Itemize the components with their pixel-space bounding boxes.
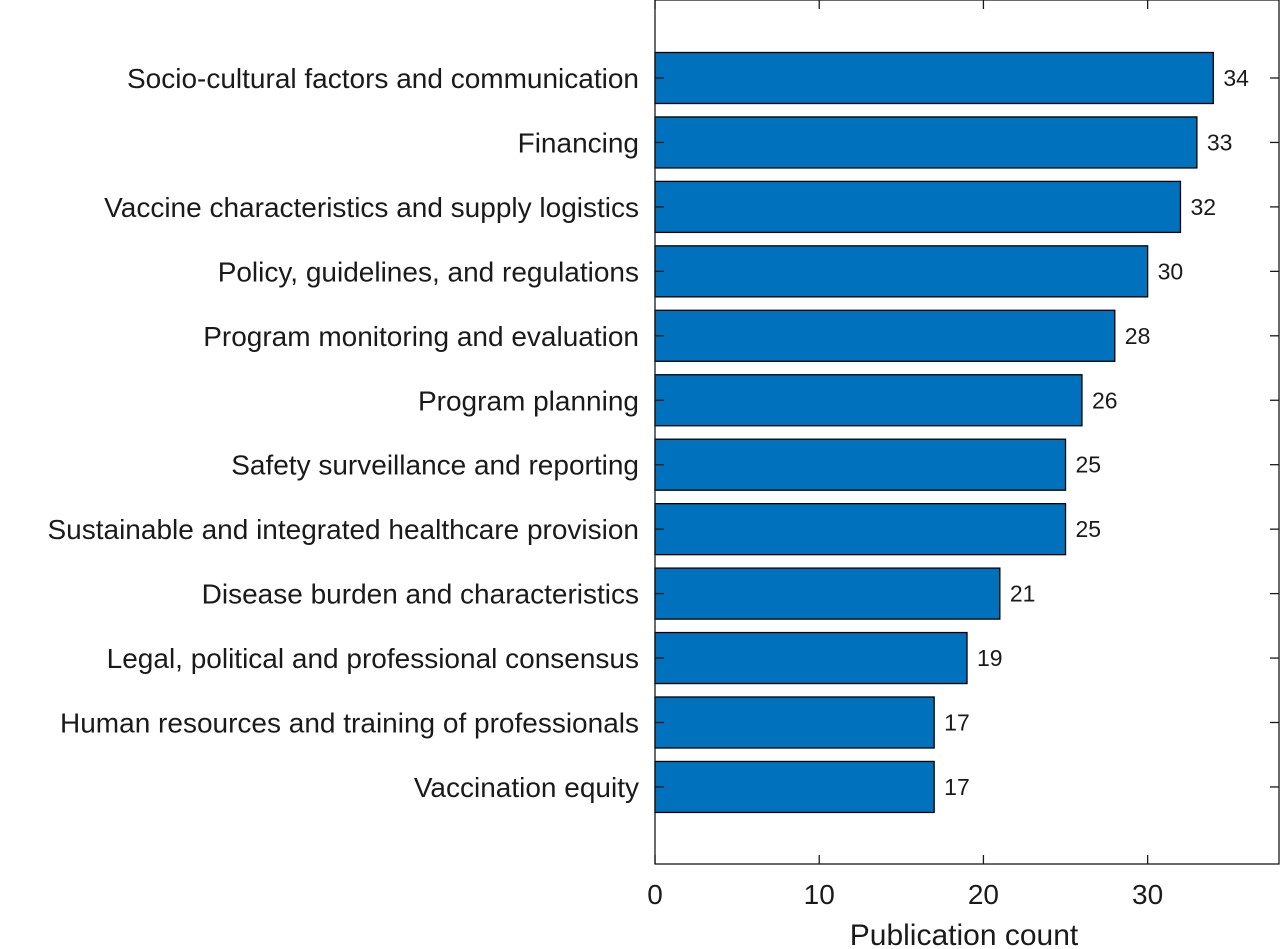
x-tick-label: 20 <box>968 879 999 910</box>
category-label: Socio-cultural factors and communication <box>127 63 639 94</box>
category-label: Safety surveillance and reporting <box>231 450 639 481</box>
category-label: Program monitoring and evaluation <box>203 321 639 352</box>
bar <box>654 180 1182 234</box>
bar-value-label: 25 <box>1076 452 1102 478</box>
bar <box>654 51 1214 105</box>
x-tick-label: 10 <box>804 879 835 910</box>
bar-value-label: 17 <box>944 774 970 800</box>
bar-value-label: 21 <box>1010 581 1036 607</box>
category-label: Disease burden and characteristics <box>202 579 639 610</box>
x-tick-label: 30 <box>1132 879 1163 910</box>
plot-frame <box>654 0 1280 865</box>
bar-value-label: 34 <box>1223 65 1249 91</box>
bar-value-label: 25 <box>1076 516 1102 542</box>
category-label: Vaccine characteristics and supply logis… <box>104 192 639 223</box>
category-label: Sustainable and integrated healthcare pr… <box>47 514 639 545</box>
category-label: Legal, political and professional consen… <box>107 643 639 674</box>
bar <box>654 438 1067 491</box>
category-label: Financing <box>518 127 639 158</box>
bar <box>654 760 935 814</box>
bar <box>654 245 1149 298</box>
bar-value-label: 17 <box>944 710 970 736</box>
bar-value-label: 19 <box>977 645 1003 671</box>
bar <box>654 116 1198 169</box>
bar <box>654 631 968 685</box>
bar <box>654 696 935 749</box>
bar-value-label: 32 <box>1190 194 1216 220</box>
category-label: Program planning <box>418 385 639 416</box>
bar <box>654 309 1116 362</box>
x-tick-label: 0 <box>647 879 663 910</box>
category-label: Human resources and training of professi… <box>60 708 639 739</box>
bar-value-label: 28 <box>1125 323 1151 349</box>
category-label: Vaccination equity <box>414 772 639 803</box>
bar <box>654 374 1083 427</box>
bar-value-label: 26 <box>1092 387 1118 413</box>
x-axis-title: Publication count <box>850 919 1079 949</box>
bar-value-label: 30 <box>1158 258 1184 284</box>
bar <box>654 502 1067 556</box>
bar <box>654 567 1001 620</box>
category-label: Policy, guidelines, and regulations <box>218 256 639 287</box>
bar-value-label: 33 <box>1207 129 1233 155</box>
